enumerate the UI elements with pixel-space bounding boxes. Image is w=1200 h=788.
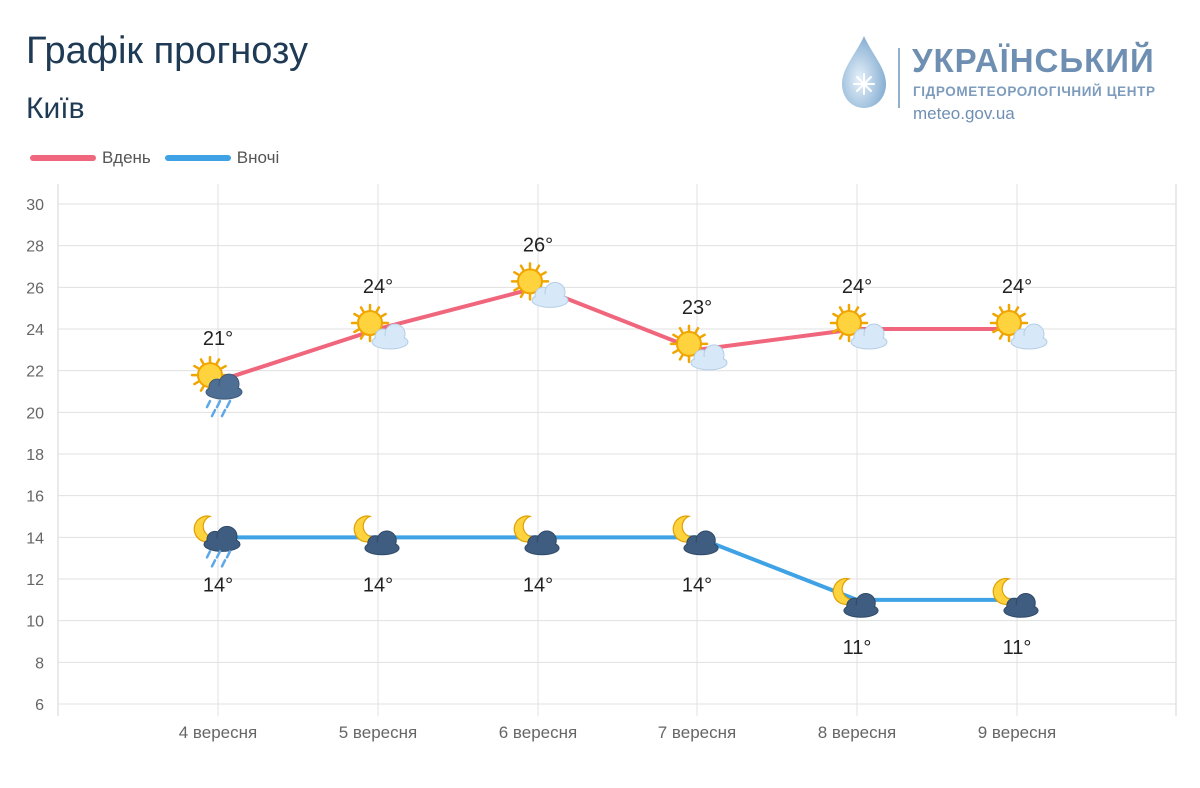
series-line-day (217, 285, 1017, 383)
moon-cloud-icon (513, 515, 560, 556)
y-tick-label: 22 (26, 364, 44, 381)
data-label-day: 24° (363, 276, 393, 298)
legend-item-day[interactable]: Вдень (30, 148, 151, 168)
y-tick-label: 26 (26, 280, 44, 297)
y-tick-label: 6 (35, 697, 44, 714)
x-tick-label: 6 вересня (499, 723, 577, 742)
data-label-night: 14° (523, 574, 553, 596)
y-tick-label: 8 (35, 655, 44, 672)
data-label-night: 11° (1003, 637, 1032, 659)
sun-cloud-icon (989, 303, 1048, 350)
x-tick-label: 4 вересня (179, 723, 257, 742)
sun-cloud-icon (350, 303, 409, 350)
city-name: Київ (26, 92, 85, 125)
sun-cloud-rain-icon (190, 355, 243, 418)
water-drop-icon (842, 36, 886, 108)
data-label-day: 24° (1002, 276, 1032, 298)
legend-item-night[interactable]: Вночі (164, 148, 280, 168)
y-tick-label: 16 (26, 489, 44, 506)
series-line-night (218, 535, 1017, 602)
x-tick-label: 9 вересня (978, 723, 1056, 742)
data-label-night: 14° (363, 574, 393, 596)
y-tick-label: 28 (26, 239, 44, 256)
logo-subtitle: ГІДРОМЕТЕОРОЛОГІЧНИЙ ЦЕНТР (913, 84, 1156, 99)
legend-label-night: Вночі (236, 148, 280, 167)
logo-divider (898, 48, 900, 108)
data-label-day: 23° (682, 297, 712, 319)
logo-name: УКРАЇНСЬКИЙ (912, 42, 1155, 79)
x-tick-label: 8 вересня (818, 723, 896, 742)
y-tick-label: 24 (26, 322, 44, 339)
moon-cloud-icon (353, 515, 400, 556)
x-tick-label: 7 вересня (658, 723, 736, 742)
ukrhydromet-logo[interactable]: УКРАЇНСЬКИЙ ГІДРОМЕТЕОРОЛОГІЧНИЙ ЦЕНТР m… (836, 32, 1176, 127)
chart-legend: Вдень Вночі (30, 146, 293, 170)
moon-cloud-icon (992, 577, 1039, 618)
moon-cloud-icon (832, 577, 879, 618)
data-label-day: 24° (842, 276, 872, 298)
x-tick-label: 5 вересня (339, 723, 417, 742)
sun-cloud-icon (829, 303, 888, 350)
data-label-day: 26° (523, 234, 553, 256)
y-tick-label: 30 (26, 197, 44, 214)
y-tick-label: 10 (26, 614, 44, 631)
legend-swatch-night (164, 155, 231, 161)
sun-cloud-icon (510, 262, 569, 308)
y-tick-label: 18 (26, 447, 44, 464)
logo-url[interactable]: meteo.gov.ua (913, 104, 1015, 123)
data-label-night: 11° (843, 637, 872, 659)
legend-label-day: Вдень (102, 148, 151, 167)
data-label-night: 14° (203, 574, 233, 596)
y-tick-label: 14 (26, 530, 44, 547)
legend-swatch-day (30, 155, 96, 161)
data-label-night: 14° (682, 574, 712, 596)
y-tick-label: 20 (26, 405, 44, 422)
y-tick-label: 12 (26, 572, 44, 589)
page-title: Графік прогнозу (26, 30, 308, 72)
moon-cloud-icon (672, 515, 719, 556)
moon-cloud-rain-icon (193, 515, 241, 568)
data-label-day: 21° (203, 328, 233, 350)
sun-cloud-icon (669, 324, 728, 371)
